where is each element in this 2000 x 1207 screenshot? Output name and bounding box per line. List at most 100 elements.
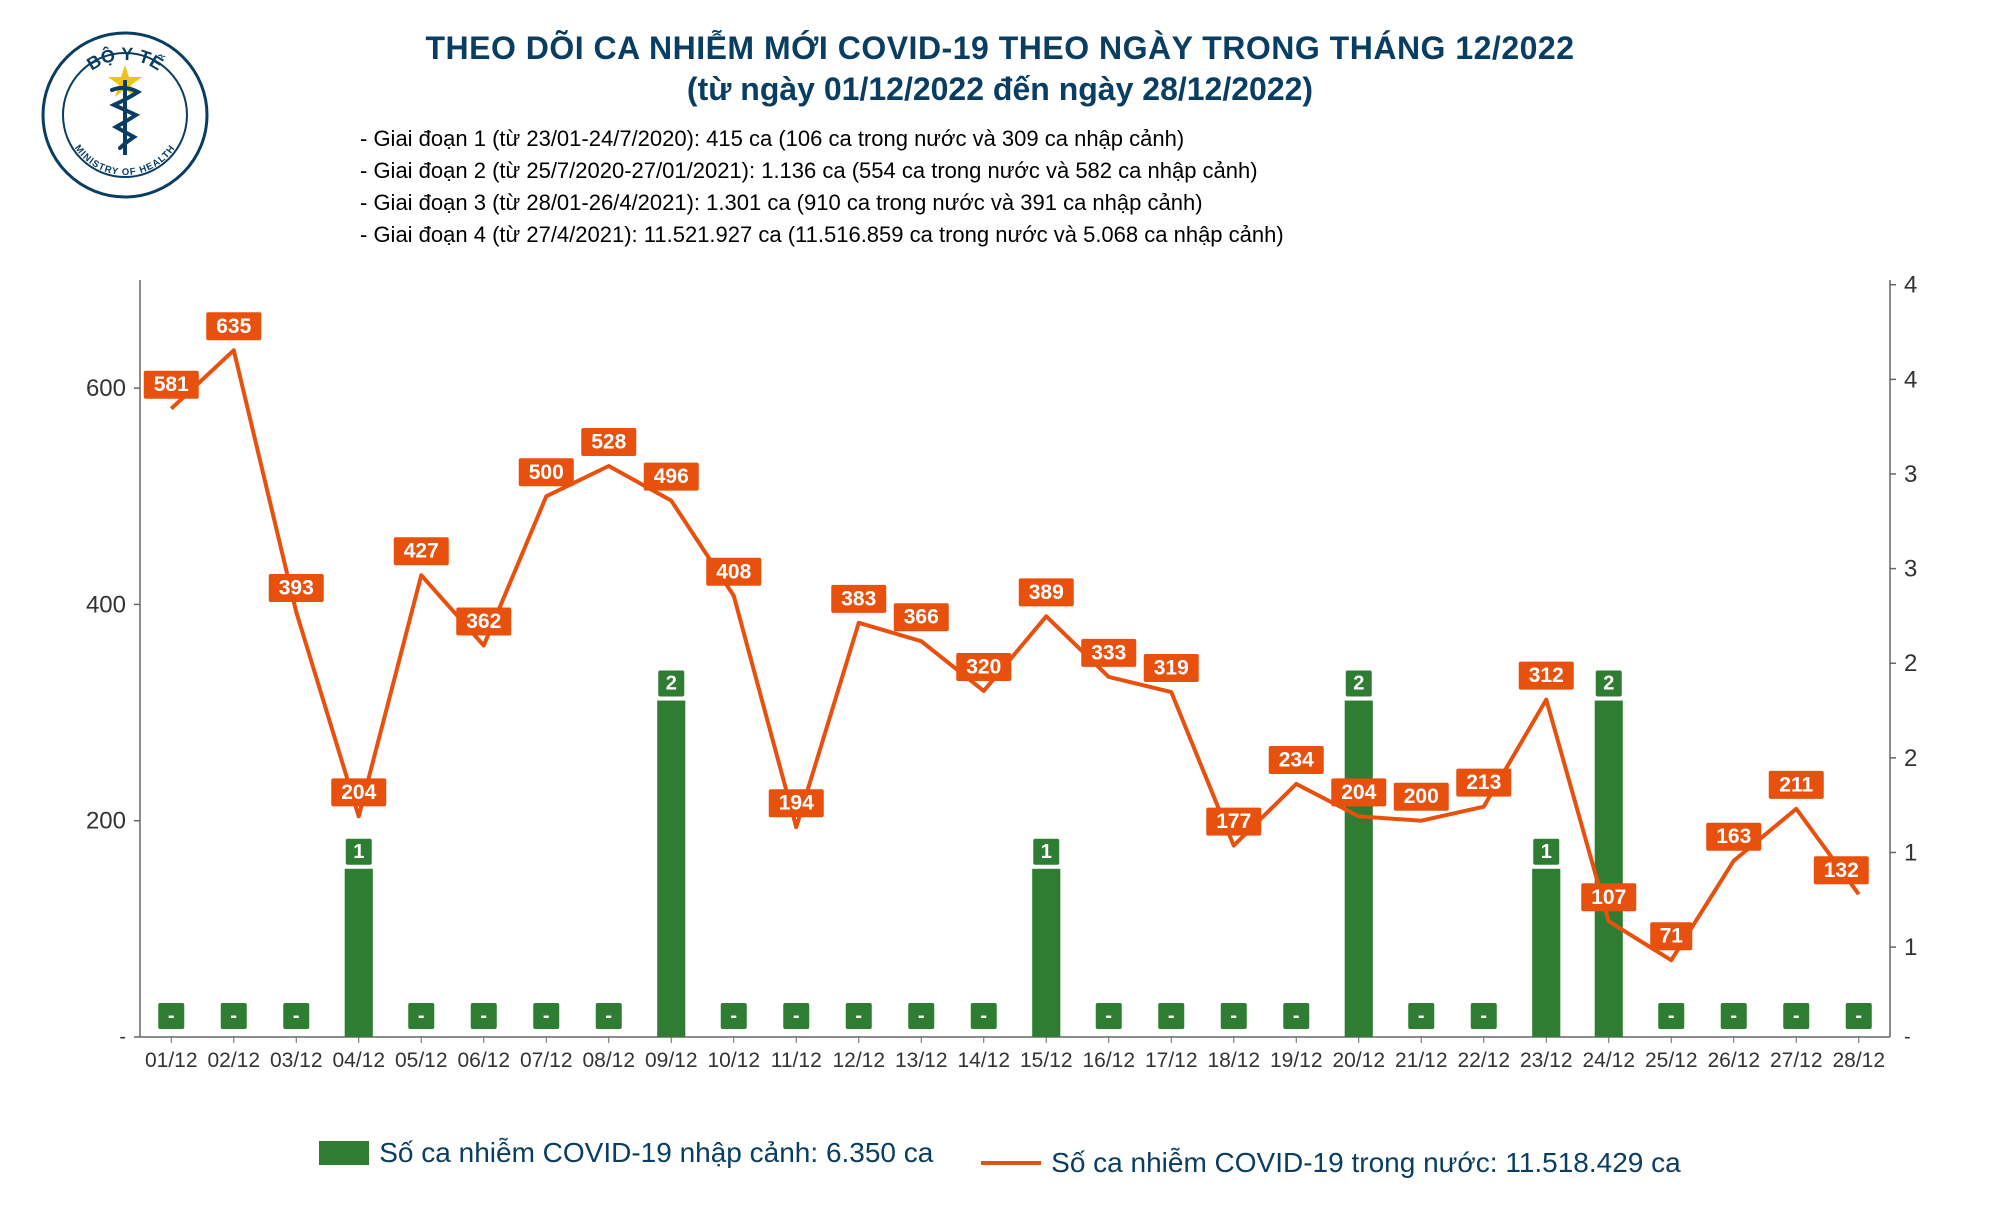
plot-area: 200400600-11223344----1----2-----1----2-… xyxy=(110,270,1920,1087)
svg-text:-: - xyxy=(119,1026,126,1048)
chart-header: THEO DÕI CA NHIỄM MỚI COVID-19 THEO NGÀY… xyxy=(20,20,1980,108)
svg-text:312: 312 xyxy=(1529,664,1564,687)
svg-text:2: 2 xyxy=(666,673,677,695)
svg-text:4: 4 xyxy=(1904,272,1917,299)
svg-text:500: 500 xyxy=(529,461,564,484)
covid-chart-container: BỘ Y TẾ MINISTRY OF HEALTH THEO DÕI CA N… xyxy=(20,20,1980,1187)
svg-text:20/12: 20/12 xyxy=(1332,1049,1385,1072)
svg-text:177: 177 xyxy=(1216,810,1251,833)
svg-text:-: - xyxy=(1480,1005,1487,1027)
svg-text:-: - xyxy=(1904,1026,1911,1048)
svg-text:320: 320 xyxy=(966,655,1001,678)
legend-line-label: Số ca nhiễm COVID-19 trong nước: 11.518.… xyxy=(1051,1147,1681,1179)
svg-text:-: - xyxy=(168,1005,175,1027)
svg-text:10/12: 10/12 xyxy=(707,1049,760,1072)
svg-text:21/12: 21/12 xyxy=(1395,1049,1448,1072)
svg-text:26/12: 26/12 xyxy=(1707,1049,1760,1072)
svg-text:3: 3 xyxy=(1904,556,1917,583)
svg-text:204: 204 xyxy=(1341,781,1376,804)
svg-text:635: 635 xyxy=(216,315,251,338)
chart-legend: Số ca nhiễm COVID-19 nhập cảnh: 6.350 ca… xyxy=(20,1137,1980,1179)
stage-line: - Giai đoạn 1 (từ 23/01-24/7/2020): 415 … xyxy=(360,123,1980,155)
svg-text:-: - xyxy=(230,1005,237,1027)
svg-text:132: 132 xyxy=(1824,859,1859,882)
svg-text:383: 383 xyxy=(841,587,876,610)
bar-swatch-icon xyxy=(319,1141,369,1165)
svg-text:02/12: 02/12 xyxy=(207,1049,260,1072)
svg-text:22/12: 22/12 xyxy=(1457,1049,1510,1072)
legend-bar-label: Số ca nhiễm COVID-19 nhập cảnh: 6.350 ca xyxy=(379,1137,933,1169)
svg-text:05/12: 05/12 xyxy=(395,1049,448,1072)
svg-text:163: 163 xyxy=(1716,825,1751,848)
stages-summary: - Giai đoạn 1 (từ 23/01-24/7/2020): 415 … xyxy=(360,123,1980,251)
svg-text:-: - xyxy=(1105,1005,1112,1027)
svg-text:15/12: 15/12 xyxy=(1020,1049,1073,1072)
svg-text:393: 393 xyxy=(279,576,314,599)
line-swatch-icon xyxy=(981,1161,1041,1165)
plot-svg: 200400600-11223344----1----2-----1----2-… xyxy=(110,270,1920,1087)
svg-text:333: 333 xyxy=(1091,641,1126,664)
svg-text:1: 1 xyxy=(353,841,364,863)
svg-text:3: 3 xyxy=(1904,461,1917,488)
svg-text:400: 400 xyxy=(86,591,126,618)
svg-text:194: 194 xyxy=(779,792,814,815)
svg-text:01/12: 01/12 xyxy=(145,1049,198,1072)
svg-text:04/12: 04/12 xyxy=(332,1049,385,1072)
svg-text:-: - xyxy=(1418,1005,1425,1027)
svg-text:528: 528 xyxy=(591,431,626,454)
svg-text:-: - xyxy=(918,1005,925,1027)
svg-text:200: 200 xyxy=(86,808,126,835)
svg-text:27/12: 27/12 xyxy=(1770,1049,1823,1072)
svg-text:107: 107 xyxy=(1591,886,1626,909)
svg-text:03/12: 03/12 xyxy=(270,1049,323,1072)
svg-text:28/12: 28/12 xyxy=(1832,1049,1885,1072)
svg-text:19/12: 19/12 xyxy=(1270,1049,1323,1072)
svg-text:-: - xyxy=(1668,1005,1675,1027)
svg-text:389: 389 xyxy=(1029,581,1064,604)
svg-text:-: - xyxy=(980,1005,987,1027)
svg-text:24/12: 24/12 xyxy=(1582,1049,1635,1072)
svg-text:-: - xyxy=(855,1005,862,1027)
svg-text:-: - xyxy=(543,1005,550,1027)
svg-text:11/12: 11/12 xyxy=(771,1049,822,1072)
legend-item-bar: Số ca nhiễm COVID-19 nhập cảnh: 6.350 ca xyxy=(319,1137,933,1169)
svg-text:23/12: 23/12 xyxy=(1520,1049,1573,1072)
svg-text:204: 204 xyxy=(341,781,376,804)
svg-text:25/12: 25/12 xyxy=(1645,1049,1698,1072)
chart-title: THEO DÕI CA NHIỄM MỚI COVID-19 THEO NGÀY… xyxy=(20,30,1980,67)
svg-text:1: 1 xyxy=(1904,839,1917,866)
ministry-logo: BỘ Y TẾ MINISTRY OF HEALTH xyxy=(40,30,210,200)
svg-text:2: 2 xyxy=(1904,650,1917,677)
svg-text:600: 600 xyxy=(86,375,126,402)
svg-text:-: - xyxy=(1293,1005,1300,1027)
svg-text:4: 4 xyxy=(1904,366,1917,393)
svg-text:08/12: 08/12 xyxy=(582,1049,635,1072)
stage-line: - Giai đoạn 4 (từ 27/4/2021): 11.521.927… xyxy=(360,219,1980,251)
chart-subtitle: (từ ngày 01/12/2022 đến ngày 28/12/2022) xyxy=(20,71,1980,108)
svg-text:2: 2 xyxy=(1904,745,1917,772)
svg-text:496: 496 xyxy=(654,465,689,488)
svg-text:408: 408 xyxy=(716,560,751,583)
svg-text:-: - xyxy=(480,1005,487,1027)
svg-text:211: 211 xyxy=(1779,773,1813,796)
svg-text:-: - xyxy=(1230,1005,1237,1027)
stage-line: - Giai đoạn 2 (từ 25/7/2020-27/01/2021):… xyxy=(360,155,1980,187)
svg-text:200: 200 xyxy=(1404,785,1439,808)
svg-text:12/12: 12/12 xyxy=(832,1049,885,1072)
svg-text:16/12: 16/12 xyxy=(1082,1049,1135,1072)
svg-text:1: 1 xyxy=(1904,934,1917,961)
svg-text:-: - xyxy=(605,1005,612,1027)
legend-item-line: Số ca nhiễm COVID-19 trong nước: 11.518.… xyxy=(981,1147,1681,1179)
svg-text:-: - xyxy=(1168,1005,1175,1027)
svg-text:-: - xyxy=(1793,1005,1800,1027)
svg-text:-: - xyxy=(293,1005,300,1027)
svg-text:71: 71 xyxy=(1660,925,1684,948)
svg-text:1: 1 xyxy=(1541,841,1552,863)
svg-text:18/12: 18/12 xyxy=(1207,1049,1260,1072)
svg-text:581: 581 xyxy=(154,373,189,396)
svg-text:17/12: 17/12 xyxy=(1145,1049,1198,1072)
svg-text:14/12: 14/12 xyxy=(957,1049,1010,1072)
svg-text:366: 366 xyxy=(904,606,939,629)
svg-text:13/12: 13/12 xyxy=(895,1049,948,1072)
svg-text:362: 362 xyxy=(466,610,501,633)
